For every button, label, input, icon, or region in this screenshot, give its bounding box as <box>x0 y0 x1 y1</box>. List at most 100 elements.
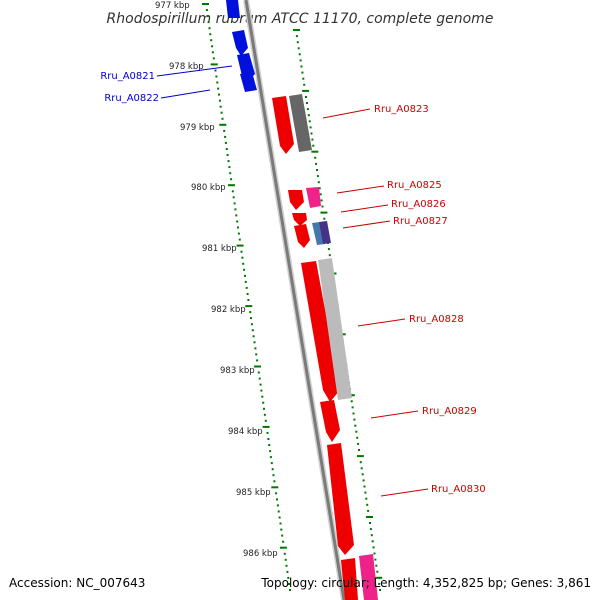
scale-tick <box>210 63 218 66</box>
gene-rru-a0830[interactable] <box>327 443 354 555</box>
label-rru-a0830[interactable]: Rru_A0830 <box>431 484 486 495</box>
scale-tick <box>301 71 304 74</box>
label-rru-a0827[interactable]: Rru_A0827 <box>393 216 448 227</box>
scale-tick <box>234 208 237 211</box>
scale-tick <box>240 250 243 253</box>
label-rru-a0822[interactable]: Rru_A0822 <box>104 93 159 104</box>
scale-tick <box>289 589 291 591</box>
scale-tick <box>263 413 266 416</box>
scale-tick <box>283 552 286 555</box>
scale-tick <box>267 438 270 440</box>
gene-rru-a0825[interactable] <box>288 190 304 210</box>
scale-tick <box>277 510 280 513</box>
scale-tick <box>232 196 235 199</box>
scale-label-980: 980 kbp <box>191 183 226 193</box>
scale-tick <box>302 89 310 92</box>
scale-label-983: 983 kbp <box>220 366 255 376</box>
scale-tick <box>279 522 282 525</box>
scale-tick <box>272 474 275 477</box>
scale-label-977: 977 kbp <box>155 1 190 11</box>
scale-tick <box>352 412 355 415</box>
scale-tick <box>360 467 363 470</box>
scale-tick <box>285 564 288 567</box>
scale-tick <box>306 102 308 104</box>
label-rru-a0821[interactable]: Rru_A0821 <box>100 71 155 82</box>
gene-rru-a0828-partner[interactable] <box>318 258 352 400</box>
scale-tick <box>271 468 274 471</box>
label-rru-a0828[interactable]: Rru_A0828 <box>409 314 464 325</box>
scale-tick <box>202 3 209 5</box>
scale-tick <box>244 274 246 277</box>
scale-tick <box>288 583 291 585</box>
scale-tick <box>226 154 229 156</box>
scale-label-984: 984 kbp <box>228 427 263 437</box>
scale-tick <box>237 226 239 229</box>
scale-tick <box>235 214 238 217</box>
scale-tick <box>275 492 278 495</box>
scale-tick <box>375 576 383 579</box>
scale-tick <box>364 491 367 494</box>
reverse-genes <box>226 0 257 92</box>
scale-tick <box>259 383 262 386</box>
gene-rru-a0821[interactable] <box>232 30 248 56</box>
scale-tick <box>366 516 373 518</box>
scale-tick <box>228 184 235 187</box>
gene-next-magenta[interactable] <box>359 554 378 600</box>
scale-tick <box>243 268 246 271</box>
scale-tick <box>353 418 356 421</box>
scale-tick <box>221 117 224 120</box>
label-rru-a0823[interactable]: Rru_A0823 <box>374 104 429 115</box>
gene-rru-a0823[interactable] <box>272 96 294 154</box>
scale-tick <box>268 444 271 446</box>
scale-tick <box>269 450 272 453</box>
scale-tick <box>251 329 254 332</box>
scale-tick <box>320 199 323 202</box>
scale-tick <box>284 558 287 561</box>
scale-tick <box>247 299 250 301</box>
scale-tick <box>361 473 364 476</box>
scale-tick <box>208 27 211 30</box>
label-rru-a0829[interactable]: Rru_A0829 <box>422 406 477 417</box>
scale-label-978: 978 kbp <box>169 62 204 72</box>
scale-tick <box>218 93 220 96</box>
gene-rru-a0825-partner[interactable] <box>306 187 321 208</box>
scale-tick <box>249 311 252 314</box>
scale-tick <box>373 552 376 555</box>
scale-tick <box>271 486 279 489</box>
gene-rru-a0828[interactable] <box>301 261 340 402</box>
scale-tick <box>371 540 374 543</box>
gene-rru-a0827-blue[interactable] <box>312 222 325 245</box>
scale-tick <box>311 150 319 153</box>
scale-tick <box>237 232 240 235</box>
scale-tick <box>250 317 252 320</box>
scale-tick <box>376 570 379 573</box>
scale-tick <box>258 377 261 380</box>
gene-rru-a0829[interactable] <box>320 400 340 442</box>
scale-tick <box>255 353 258 356</box>
scale-tick <box>366 503 369 506</box>
scale-tick <box>219 105 222 108</box>
gene-rru-a0827[interactable] <box>294 224 310 248</box>
scale-tick <box>354 424 357 427</box>
gene-rru-a0823-partner[interactable] <box>289 94 312 152</box>
gene-next-red[interactable] <box>341 558 358 600</box>
gene-reverse-a[interactable] <box>226 0 240 18</box>
gene-rru-a0827-violet[interactable] <box>319 221 331 244</box>
gene-rru-a0826[interactable] <box>292 213 307 226</box>
scale-label-981: 981 kbp <box>202 244 237 254</box>
scale-tick <box>350 400 353 403</box>
label-rru-a0826[interactable]: Rru_A0826 <box>391 199 446 210</box>
scale-tick <box>236 220 239 223</box>
scale-tick <box>206 15 209 18</box>
scale-tick <box>241 256 244 259</box>
map-title: Rhodospirillum rubrum ATCC 11170, comple… <box>107 11 494 27</box>
gene-reverse-b[interactable] <box>240 72 257 92</box>
scale-tick <box>229 172 232 175</box>
label-rru-a0825[interactable]: Rru_A0825 <box>387 180 442 191</box>
scale-tick <box>264 419 267 422</box>
scale-tick <box>280 528 283 531</box>
label-leaders <box>156 65 429 497</box>
scale-tick <box>218 99 221 102</box>
scale-tick <box>209 33 212 36</box>
scale-tick <box>297 47 300 50</box>
